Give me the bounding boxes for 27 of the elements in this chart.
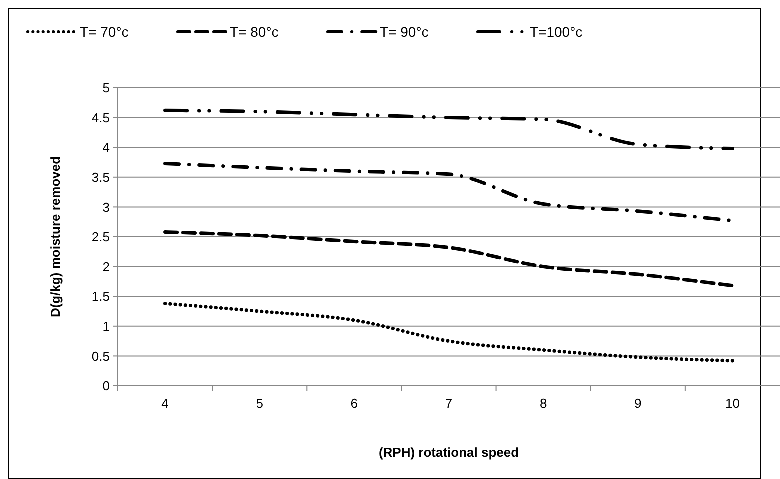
x-tick-label: 10 bbox=[725, 396, 740, 411]
line-series bbox=[164, 302, 734, 363]
y-axis-title: D(g/kg) moisture removed bbox=[48, 156, 63, 318]
y-tick-label: 3 bbox=[102, 200, 110, 215]
line-series bbox=[164, 108, 734, 151]
x-tick-label: 8 bbox=[540, 396, 548, 411]
y-tick-label: 2.5 bbox=[92, 230, 110, 245]
x-axis-title: (RPH) rotational speed bbox=[378, 445, 520, 460]
y-tick-label: 5 bbox=[102, 80, 110, 96]
y-tick-label: 2 bbox=[102, 259, 110, 274]
legend-label: T= 80°c bbox=[230, 24, 279, 40]
y-tick-label: 4 bbox=[102, 140, 110, 156]
x-tick-label: 9 bbox=[634, 396, 642, 411]
y-tick-label: 1.5 bbox=[92, 289, 110, 304]
x-tick-label: 4 bbox=[162, 396, 169, 411]
y-tick-label: 4.5 bbox=[92, 110, 110, 126]
y-tick-label: 1 bbox=[102, 318, 110, 334]
x-tick-label: 6 bbox=[350, 396, 358, 411]
y-tick-label: 0.5 bbox=[92, 348, 110, 364]
y-tick-label: 3.5 bbox=[92, 170, 110, 185]
legend-label: T= 70°c bbox=[80, 24, 129, 40]
x-tick-label: 5 bbox=[256, 396, 264, 411]
line-series bbox=[164, 230, 734, 288]
y-tick-label: 0 bbox=[102, 378, 110, 394]
x-tick-label: 7 bbox=[445, 396, 453, 411]
legend-label: T=100°c bbox=[530, 24, 583, 40]
legend-label: T= 90°c bbox=[380, 24, 429, 40]
